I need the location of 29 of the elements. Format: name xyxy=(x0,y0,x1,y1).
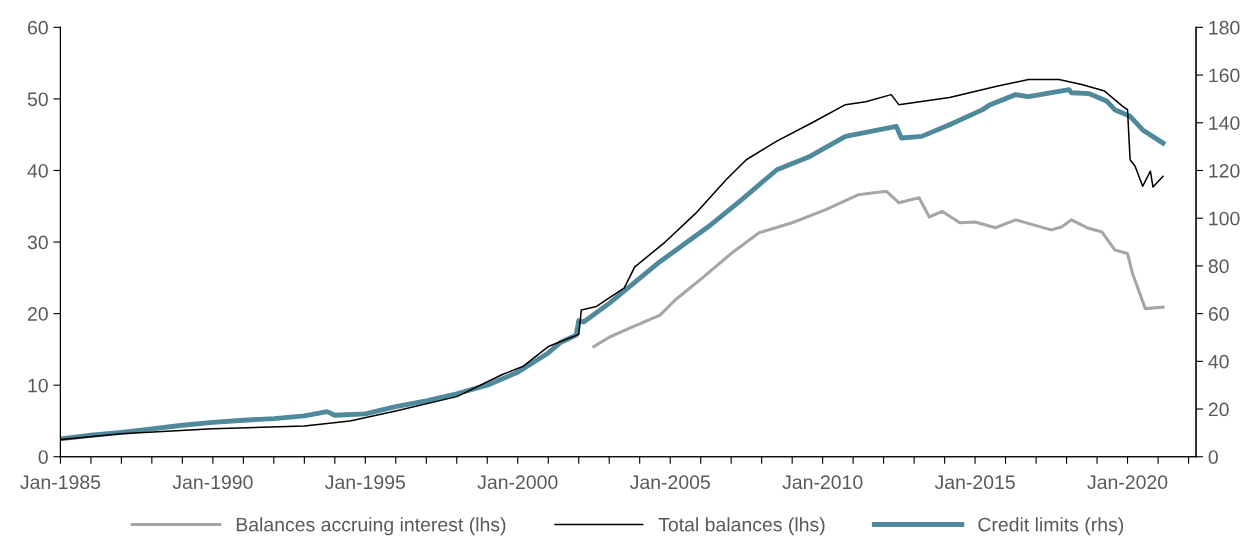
y2-tick-label: 120 xyxy=(1209,163,1240,178)
legend-label: Credit limits (rhs) xyxy=(978,517,1124,536)
x-tick-label: Jan-2015 xyxy=(934,475,1015,490)
y2-tick-label: 60 xyxy=(1208,307,1229,321)
y-tick-label: 20 xyxy=(27,307,48,321)
y2-tick-label: 100 xyxy=(1209,211,1240,226)
y2-tick-label: 140 xyxy=(1209,116,1240,131)
x-tick-label: Jan-1995 xyxy=(325,475,406,490)
y-tick-label: 50 xyxy=(27,92,48,107)
legend-label: Balances accruing interest (lhs) xyxy=(236,517,506,536)
x-tick-label: Jan-2000 xyxy=(477,475,558,490)
y-tick-label: 10 xyxy=(28,378,48,393)
y2-tick-label: 80 xyxy=(1208,259,1229,274)
legend-label: Total balances (lhs) xyxy=(658,517,825,536)
y-tick-label: 40 xyxy=(27,163,48,178)
x-tick-label: Jan-2010 xyxy=(782,475,863,490)
line-series xyxy=(592,189,1165,349)
y-tick-label: 30 xyxy=(27,235,48,250)
x-tick-label: Jan-1990 xyxy=(172,475,253,490)
y2-tick-label: 20 xyxy=(1208,402,1229,417)
y2-tick-label: 0 xyxy=(1208,450,1218,464)
y-tick-label: 0 xyxy=(38,450,48,464)
x-tick-label: Jan-2020 xyxy=(1087,475,1168,490)
x-tick-label: Jan-1985 xyxy=(20,475,101,490)
y2-tick-label: 40 xyxy=(1208,354,1229,369)
y-tick-label: 60 xyxy=(27,20,48,35)
y2-tick-label: 180 xyxy=(1209,20,1240,35)
y2-tick-label: 160 xyxy=(1209,68,1240,83)
x-tick-label: Jan-2005 xyxy=(630,475,710,490)
